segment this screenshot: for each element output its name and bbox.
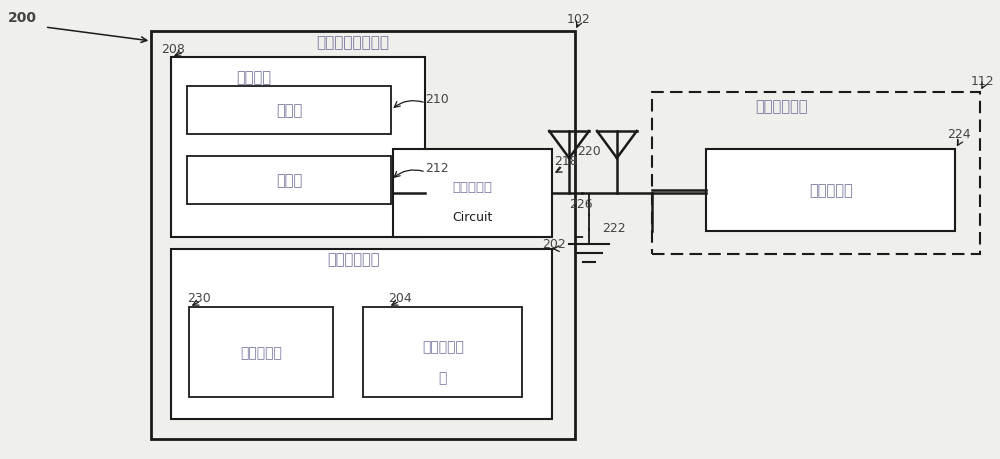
Text: 210: 210 (425, 93, 449, 106)
Text: 用户输入设: 用户输入设 (422, 339, 464, 353)
Text: 224: 224 (947, 128, 971, 141)
Text: Circuit: Circuit (452, 211, 493, 224)
Bar (187, 87, 391, 134)
Text: 远程电子系统: 远程电子系统 (755, 99, 807, 114)
Text: 用户界面元件: 用户界面元件 (327, 252, 379, 267)
Bar (652, 93, 980, 254)
Bar (151, 32, 575, 439)
Text: 202: 202 (542, 237, 566, 251)
Text: 102: 102 (567, 13, 591, 26)
Bar (189, 308, 333, 397)
Text: 212: 212 (425, 162, 448, 174)
Text: 230: 230 (187, 291, 211, 304)
Text: 存储器: 存储器 (276, 173, 302, 188)
Text: 208: 208 (161, 43, 185, 56)
Bar (363, 308, 522, 397)
Text: 226: 226 (569, 197, 593, 211)
Text: 收发器电路: 收发器电路 (809, 183, 853, 198)
Text: 112: 112 (971, 75, 995, 88)
Text: 控制电路: 控制电路 (236, 70, 271, 85)
Text: 处理器: 处理器 (276, 103, 302, 118)
Text: 204: 204 (388, 291, 412, 304)
Text: 218: 218 (554, 155, 578, 168)
Text: 收发器电路: 收发器电路 (453, 181, 493, 194)
Bar (706, 150, 955, 231)
Text: 222: 222 (602, 222, 626, 235)
Text: 可训练收发器装置: 可训练收发器装置 (317, 35, 390, 50)
Bar (171, 58, 425, 237)
Text: 用户输入线: 用户输入线 (240, 345, 282, 359)
Text: 备: 备 (439, 370, 447, 384)
Bar (171, 249, 552, 419)
Bar (187, 157, 391, 205)
Bar (393, 150, 552, 237)
Text: 220: 220 (577, 145, 601, 157)
Text: 200: 200 (8, 11, 37, 25)
